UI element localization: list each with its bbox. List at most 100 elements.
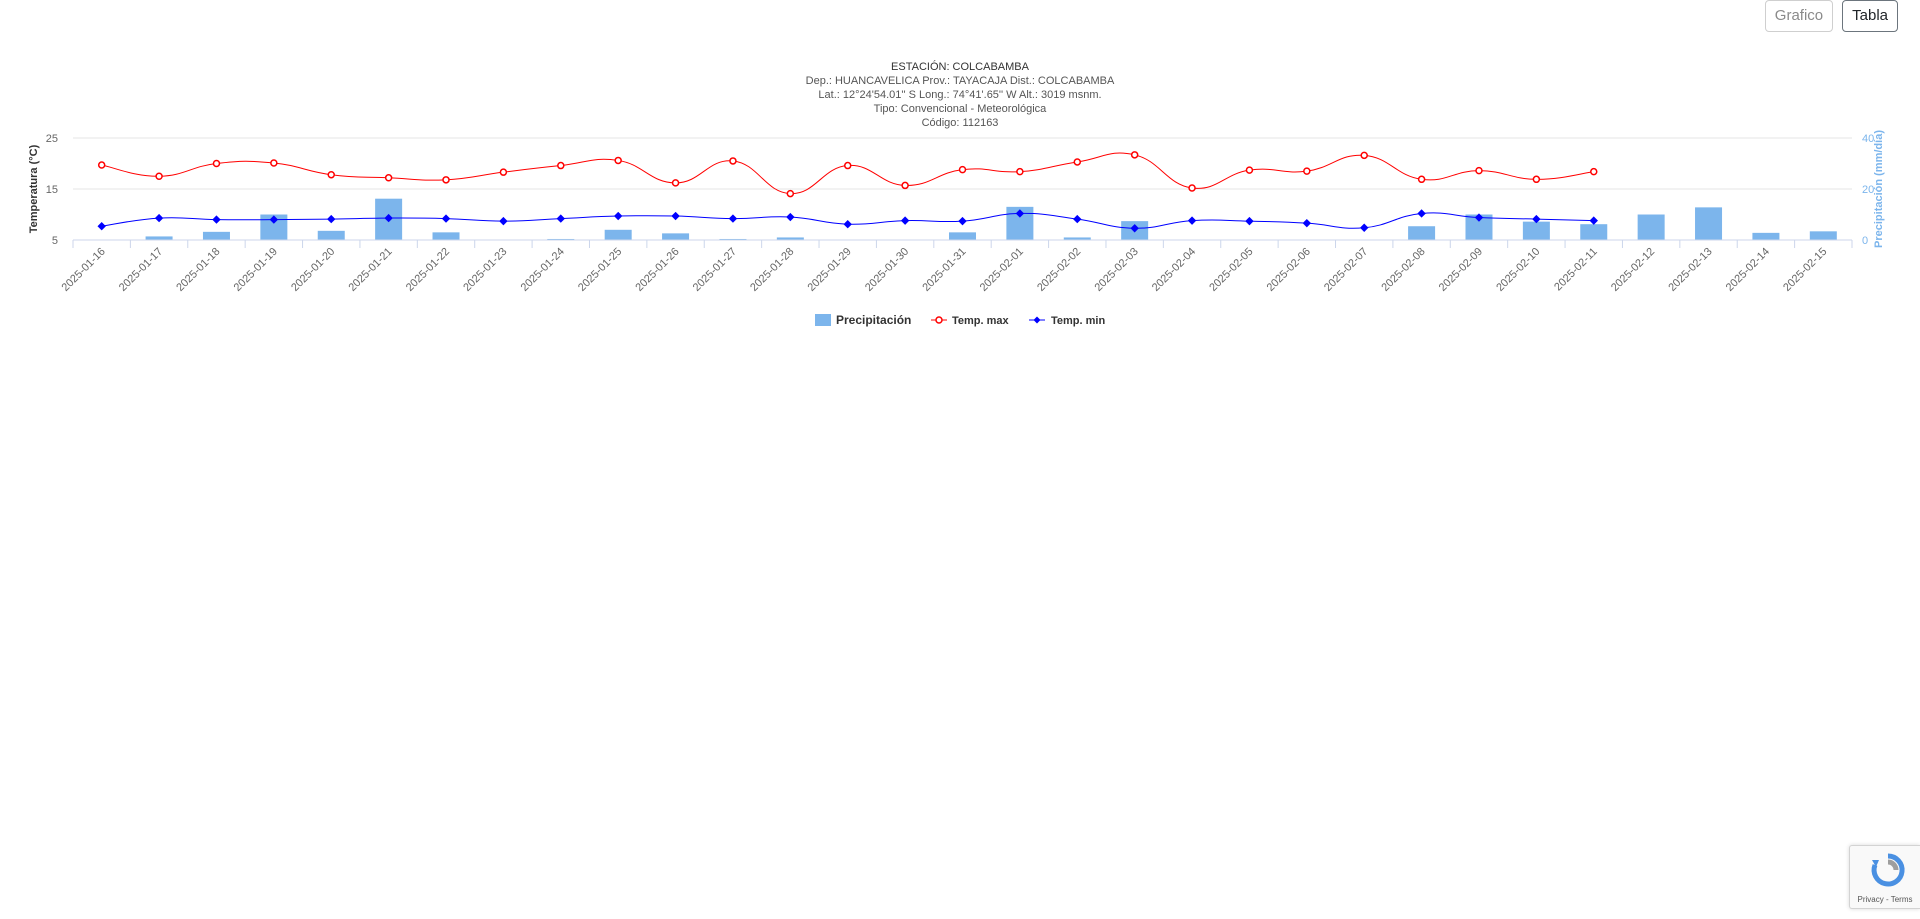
- temp-min-point: [499, 216, 508, 226]
- x-tick-label: 2025-01-30: [863, 246, 911, 294]
- legend-item-precipitacion[interactable]: Precipitación: [815, 313, 911, 327]
- precipitation-bar: [949, 232, 976, 240]
- temp-max-point: [1073, 158, 1082, 166]
- temp-min-point: [1360, 223, 1369, 232]
- precipitation-bar: [662, 233, 690, 240]
- x-tick-label: 2025-01-21: [346, 246, 394, 294]
- precipitation-bar: [1063, 237, 1091, 240]
- y-axis-label: Temperatura (°C): [28, 144, 40, 233]
- temp-min-point: [900, 216, 910, 225]
- temp-min-point: [786, 212, 795, 222]
- temp-max-point: [212, 159, 221, 168]
- weather-chart: ESTACIÓN: COLCABAMBA Dep.: HUANCAVELICA …: [0, 0, 1920, 340]
- temp-min-point: [1245, 216, 1254, 226]
- y2-axis-label: Precipitación (mm/día): [1873, 130, 1885, 248]
- x-tick-label: 2025-02-08: [1379, 246, 1427, 294]
- temp-max-point: [1475, 166, 1483, 175]
- temp-max-point: [557, 161, 565, 170]
- precipitation-bar: [432, 232, 460, 240]
- x-tick-label: 2025-01-19: [232, 246, 280, 294]
- temperature-lines: [97, 151, 1598, 233]
- precipitation-bar: [1522, 221, 1550, 240]
- legend-precipitacion-swatch: [815, 314, 831, 326]
- x-tick-label: 2025-02-01: [978, 246, 1026, 294]
- x-tick-label: 2025-02-02: [1035, 246, 1083, 294]
- precipitation-bar: [202, 231, 230, 240]
- x-tick-label: 2025-01-25: [576, 246, 624, 294]
- chart-legend: Precipitación Temp. max Temp. min: [815, 313, 1105, 327]
- legend-temp-max-marker: [935, 316, 943, 324]
- temp-min-point: [843, 219, 852, 229]
- temp-min-point: [154, 213, 164, 223]
- legend-item-temp-min[interactable]: Temp. min: [1029, 315, 1105, 327]
- x-tick-label: 2025-02-05: [1207, 246, 1255, 294]
- legend-temp-min-marker: [1033, 316, 1041, 324]
- chart-titles: ESTACIÓN: COLCABAMBA Dep.: HUANCAVELICA …: [806, 60, 1115, 129]
- temp-min-point: [556, 214, 565, 223]
- y-tick-label: 25: [46, 133, 58, 145]
- temp-min-point: [728, 214, 738, 223]
- temp-min-point: [212, 215, 221, 224]
- temp-min-point: [1474, 213, 1484, 222]
- temp-min-point: [1302, 218, 1312, 228]
- temp-max-point: [499, 168, 508, 176]
- precipitation-bar: [1695, 207, 1723, 240]
- temp-max-point: [614, 156, 622, 165]
- x-tick-label: 2025-02-15: [1781, 246, 1829, 294]
- legend-item-temp-max[interactable]: Temp. max: [931, 315, 1010, 327]
- temp-max-point: [1303, 167, 1311, 175]
- recaptcha-links[interactable]: Privacy - Terms: [1857, 895, 1913, 904]
- temp-max-point: [786, 189, 795, 198]
- precipitation-bar: [547, 238, 575, 240]
- legend-temp-max-label: Temp. max: [952, 315, 1010, 327]
- x-tick-label: 2025-01-22: [404, 246, 452, 294]
- chart-svg: ESTACIÓN: COLCABAMBA Dep.: HUANCAVELICA …: [28, 60, 1885, 327]
- x-tick-label: 2025-01-28: [748, 246, 796, 294]
- temp-min-point: [958, 216, 967, 226]
- chart-subtitle-line-1: Dep.: HUANCAVELICA Prov.: TAYACAJA Dist.…: [806, 75, 1115, 87]
- temp-min-point: [1532, 214, 1541, 224]
- temp-max-point: [1188, 184, 1196, 192]
- x-tick-label: 2025-02-12: [1609, 246, 1657, 294]
- y-tick-label: 15: [46, 184, 58, 196]
- y2-tick-label: 20: [1862, 184, 1874, 196]
- x-tick-label: 2025-02-09: [1437, 246, 1485, 294]
- recaptcha-icon: [1871, 853, 1905, 887]
- x-tick-label: 2025-02-11: [1552, 246, 1600, 294]
- x-tick-label: 2025-01-27: [691, 246, 739, 294]
- grafico-button[interactable]: Grafico: [1764, 0, 1834, 32]
- x-tick-label: 2025-01-18: [174, 246, 222, 294]
- temp-max-point: [671, 179, 680, 187]
- temp-max-point: [1130, 151, 1139, 159]
- temp-min-point: [671, 211, 680, 221]
- y2-tick-label: 40: [1862, 133, 1874, 145]
- temp-max-point: [958, 165, 967, 174]
- precipitation-bar: [145, 236, 173, 240]
- temp-min-point: [97, 222, 106, 231]
- temp-max-point: [384, 174, 393, 182]
- tabla-button[interactable]: Tabla: [1842, 0, 1898, 32]
- temp-min-point: [1015, 209, 1025, 218]
- chart-subtitle-line-3: Tipo: Convencional - Meteorológica: [874, 103, 1048, 115]
- legend-temp-min-label: Temp. min: [1051, 315, 1105, 327]
- temp-min-point: [441, 214, 451, 223]
- x-tick-label: 2025-01-24: [519, 246, 567, 294]
- temp-min-point: [1187, 216, 1197, 225]
- y-tick-label: 5: [52, 235, 58, 247]
- recaptcha-badge[interactable]: Privacy - Terms: [1849, 845, 1920, 909]
- x-tick-label: 2025-02-13: [1666, 246, 1714, 294]
- temp-min-point: [1589, 216, 1598, 225]
- x-tick-label: 2025-01-16: [60, 246, 108, 294]
- temp-max-point: [843, 161, 852, 170]
- precipitation-bar: [1408, 226, 1436, 240]
- x-tick-label: 2025-02-07: [1322, 246, 1370, 294]
- x-tick-label: 2025-02-04: [1150, 246, 1198, 294]
- precipitation-bar: [317, 230, 345, 240]
- temp-min-point: [1130, 224, 1139, 233]
- legend-precipitacion-label: Precipitación: [836, 313, 911, 327]
- x-tick-label: 2025-01-23: [461, 246, 509, 294]
- temp-max-point: [327, 170, 335, 179]
- temp-max-point: [901, 181, 909, 190]
- x-tick-label: 2025-02-03: [1093, 246, 1141, 294]
- y2-tick-label: 0: [1862, 235, 1868, 247]
